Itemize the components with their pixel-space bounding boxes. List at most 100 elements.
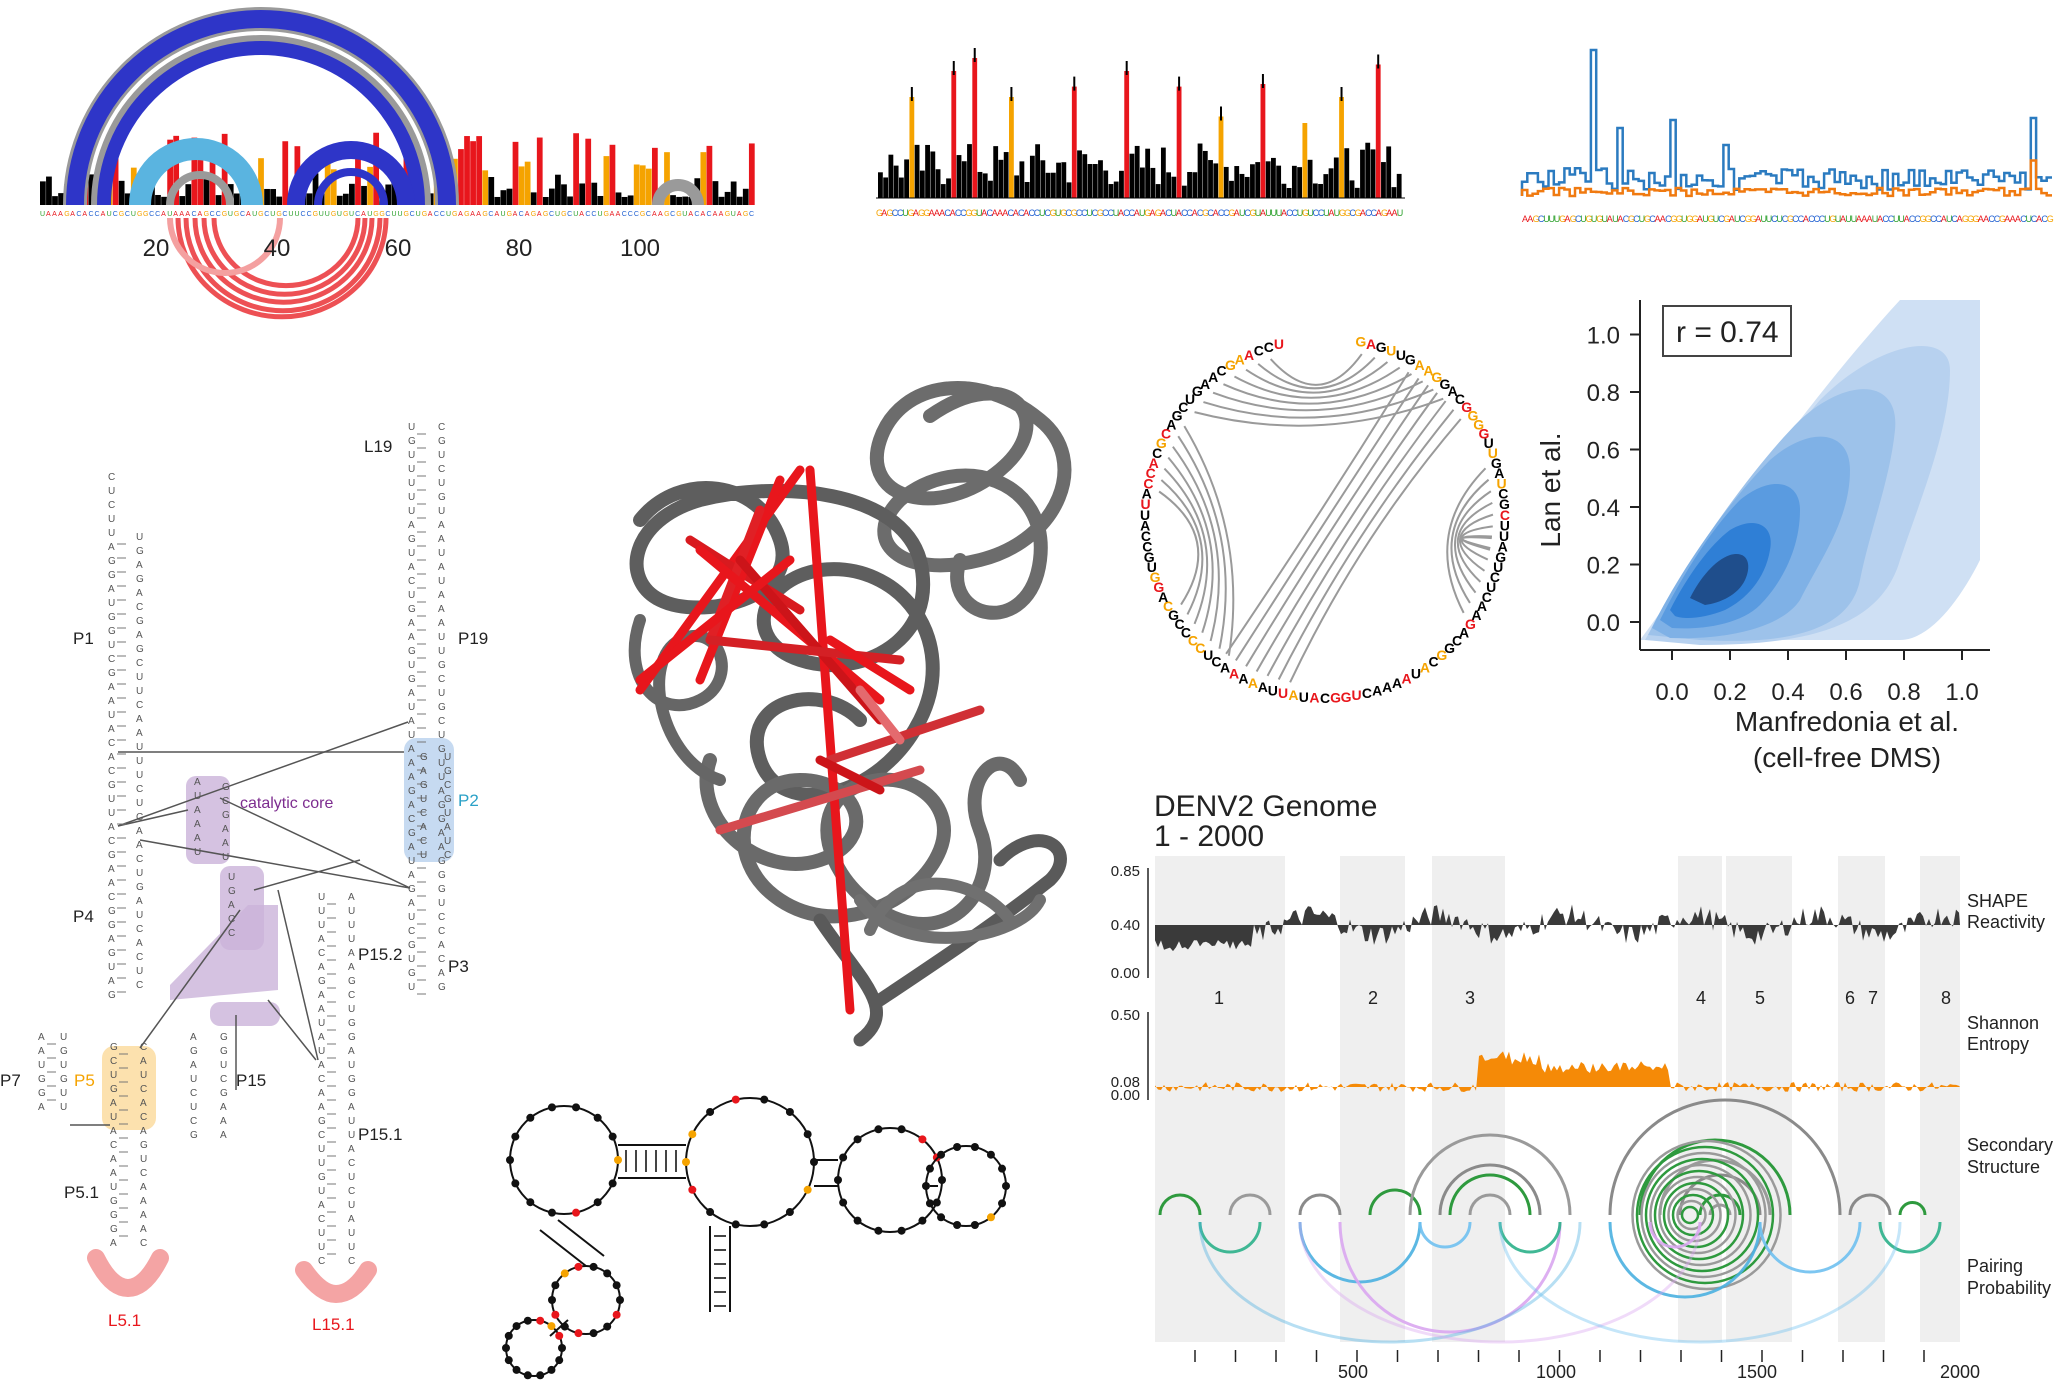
arc-bar xyxy=(458,149,464,205)
ss-nucleotide: U xyxy=(136,532,143,543)
circle-arc xyxy=(1257,356,1376,390)
sequence-letter: C xyxy=(155,211,160,218)
graph-node xyxy=(603,1269,612,1278)
arc-bar xyxy=(282,141,289,205)
sequence-letter: U xyxy=(349,211,354,218)
sequence-letter: G xyxy=(313,211,318,218)
ss-nucleotide: A xyxy=(136,938,143,949)
sequence-letter: A xyxy=(1176,208,1182,218)
profile-bar xyxy=(909,97,915,198)
sequence-letter: G xyxy=(379,211,384,218)
arc-bar xyxy=(191,137,198,205)
ss-nucleotide: G xyxy=(60,1046,68,1057)
sequence-letter: C xyxy=(1909,214,1916,224)
circle-letter: U xyxy=(1484,435,1494,451)
ss-nucleotide: C xyxy=(140,1238,147,1249)
circle-letter: G xyxy=(1376,339,1387,355)
sequence-letter: U xyxy=(682,211,687,218)
ss-nucleotide: A xyxy=(438,520,445,531)
ss-nucleotide: G xyxy=(108,556,116,567)
sequence-letter: A xyxy=(1213,208,1219,218)
circle-arc xyxy=(1177,435,1227,649)
ss-nucleotide: G xyxy=(318,1116,326,1127)
graph-node xyxy=(918,1216,927,1225)
ss-nucleotide: C xyxy=(136,602,143,613)
sequence-letter: A xyxy=(1660,214,1666,224)
circle-letter: A xyxy=(1229,665,1239,681)
profile-bar xyxy=(935,169,941,198)
profile-bar xyxy=(1276,165,1282,198)
ss-nucleotide: U xyxy=(348,1060,355,1071)
graph-node xyxy=(970,1143,979,1152)
ss-nucleotide: C xyxy=(348,1186,355,1197)
sequence-letter: U xyxy=(416,211,421,218)
sequence-letter: C xyxy=(307,211,312,218)
circle-letter: G xyxy=(1330,690,1341,706)
ss-nucleotide: U xyxy=(420,794,427,805)
sequence-letter: A xyxy=(2010,214,2016,224)
profile-bar xyxy=(1354,187,1360,198)
ss-nucleotide: A xyxy=(38,1032,45,1043)
profile-bar xyxy=(1255,162,1261,198)
arc-tick: 20 xyxy=(143,235,170,262)
circle-letter: G xyxy=(1156,435,1167,451)
ss-nucleotide: C xyxy=(136,700,143,711)
sequence-letter: C xyxy=(1318,208,1325,218)
ss-nucleotide: U xyxy=(318,920,325,931)
circle-letter: G xyxy=(1499,496,1510,512)
arc-bar xyxy=(542,196,549,205)
ss-nucleotide: C xyxy=(318,948,325,959)
circle-arc xyxy=(1266,400,1447,677)
ss-nucleotide: U xyxy=(408,478,415,489)
circle-letter: C xyxy=(1362,685,1372,701)
arc-bar xyxy=(700,152,707,205)
sequence-letter: U xyxy=(1872,214,1879,224)
ss-nucleotide: A xyxy=(110,1098,117,1109)
circle-letter: U xyxy=(1497,475,1507,491)
sequence-letter: A xyxy=(939,208,945,218)
sequence-letter: A xyxy=(1023,208,1029,218)
profile-bar xyxy=(1192,172,1198,198)
ss-nucleotide: C xyxy=(108,472,115,483)
circle-letter: C xyxy=(1211,654,1221,670)
sequence-letter: U xyxy=(1055,208,1062,218)
r-value-label: r = 0.74 xyxy=(1676,316,1779,349)
sequence-letter: A xyxy=(737,211,742,218)
ss-nucleotide: C xyxy=(348,990,355,1001)
arc-bar xyxy=(651,147,658,205)
sequence-letter: C xyxy=(955,208,962,218)
ss-nucleotide: A xyxy=(408,688,415,699)
p2-highlight xyxy=(404,738,454,862)
sequence-letter: A xyxy=(1617,214,1623,224)
circle-arc xyxy=(1446,467,1487,614)
ss-nucleotide: U xyxy=(438,548,445,559)
ss-nucleotide: A xyxy=(438,968,445,979)
ss-nucleotide: A xyxy=(194,833,201,844)
ss-loop xyxy=(1635,1145,1775,1285)
ss-nucleotide: G xyxy=(108,780,116,791)
sequence-letter: G xyxy=(676,211,681,218)
ss-loop xyxy=(1653,1169,1745,1261)
profile-bar xyxy=(1160,147,1166,198)
sequence-letter: C xyxy=(892,208,899,218)
profile-bar xyxy=(1024,182,1030,198)
profile-bar xyxy=(1381,162,1386,198)
sequence-letter: U xyxy=(1591,214,1598,224)
sequence-letter: G xyxy=(1533,214,1540,224)
genome-band xyxy=(1340,856,1405,1342)
ss-nucleotide: U xyxy=(408,450,415,461)
profile-bar xyxy=(883,177,889,198)
ss-arc xyxy=(1158,1193,1202,1216)
ss-nucleotide: A xyxy=(408,772,415,783)
kde-ytick-label: 0.0 xyxy=(1587,610,1620,637)
sequence-letter: G xyxy=(908,208,915,218)
profile-bar xyxy=(1344,148,1350,198)
graph-node xyxy=(547,1103,556,1112)
circle-letter: G xyxy=(1468,407,1479,423)
graph-node xyxy=(547,1208,556,1217)
sequence-letter: A xyxy=(101,211,106,218)
circle-letter: C xyxy=(1428,654,1438,670)
profile-bar xyxy=(988,180,993,198)
ss-loop xyxy=(1640,1151,1767,1279)
ss-nucleotide: U xyxy=(348,1200,355,1211)
